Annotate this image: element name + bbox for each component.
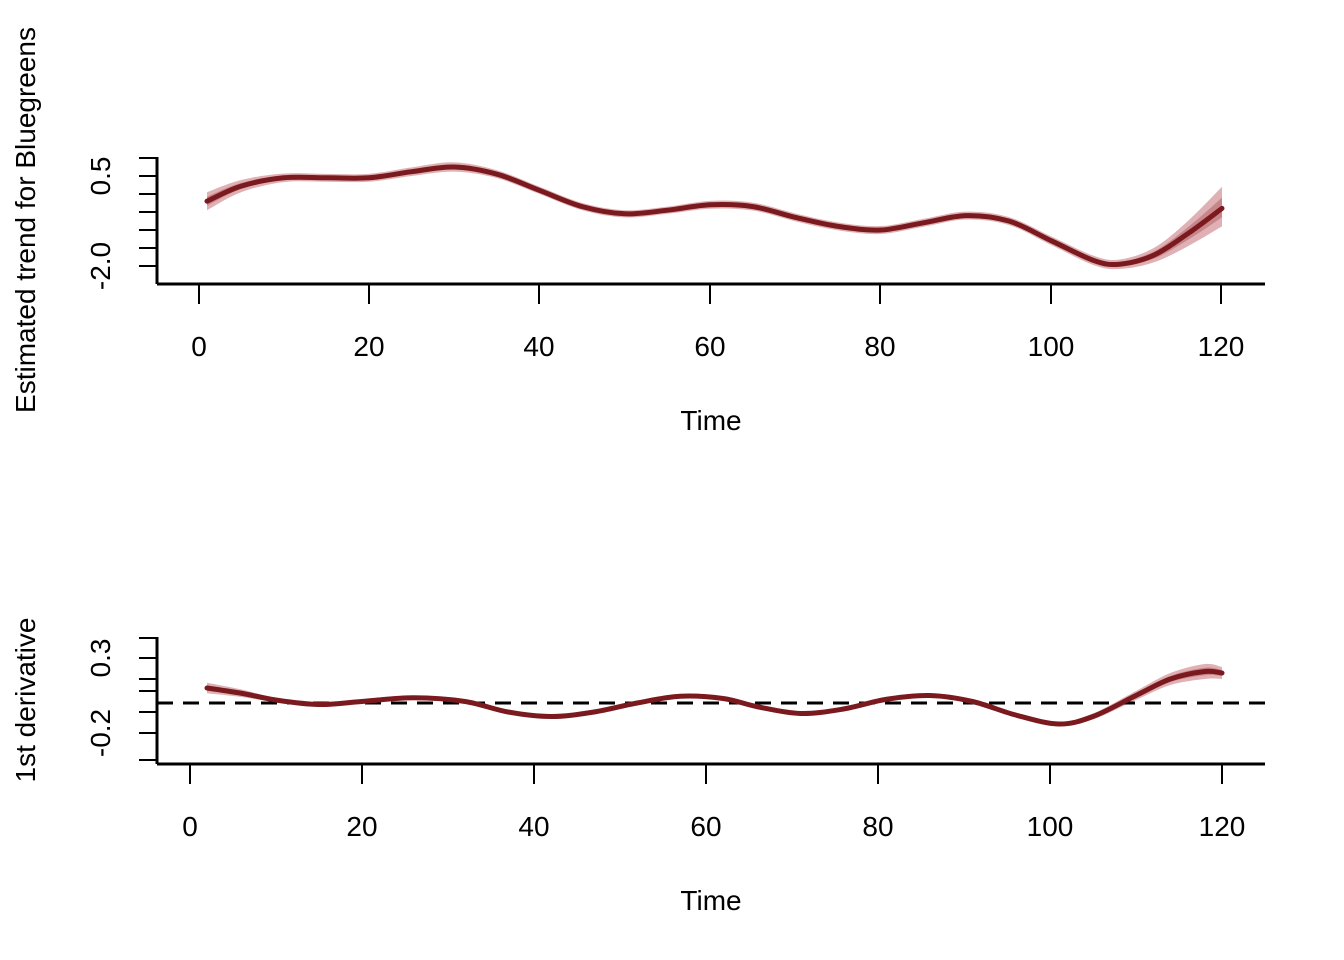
derivative-y-ticks: -0.2 0.3 — [85, 637, 157, 761]
x-tick-label: 80 — [862, 811, 893, 842]
x-tick-label: 60 — [690, 811, 721, 842]
trend-line-group — [204, 164, 1225, 268]
x-tick-label: 60 — [694, 331, 725, 362]
trend-x-axis-title: Time — [680, 405, 741, 436]
x-tick-label: 120 — [1199, 811, 1246, 842]
derivative-x-axis-title: Time — [680, 885, 741, 916]
x-tick-label: 120 — [1198, 331, 1245, 362]
trend-panel: 0 20 40 60 80 100 120 -2.0 0.5 Time Estimated t… — [10, 27, 1265, 436]
x-tick-label: 20 — [346, 811, 377, 842]
y-tick-label: 0.5 — [85, 157, 116, 196]
derivative-line-group — [204, 668, 1225, 727]
y-tick-label: -0.2 — [85, 709, 116, 757]
x-tick-label: 100 — [1028, 331, 1075, 362]
x-tick-label: 0 — [182, 811, 198, 842]
series-line — [204, 164, 1225, 268]
derivative-y-axis-title: 1st derivative — [10, 618, 41, 783]
x-tick-label: 40 — [523, 331, 554, 362]
derivative-panel: 0 20 40 60 80 100 120 -0.2 0.3 Time 1st derivat… — [10, 618, 1265, 916]
y-tick-label: 0.3 — [85, 639, 116, 678]
series-line — [204, 668, 1225, 727]
x-tick-label: 20 — [353, 331, 384, 362]
trend-y-ticks: -2.0 0.5 — [85, 157, 157, 290]
x-tick-label: 100 — [1027, 811, 1074, 842]
x-tick-label: 0 — [191, 331, 207, 362]
trend-x-ticks: 0 20 40 60 80 100 120 — [191, 284, 1244, 362]
x-tick-label: 40 — [518, 811, 549, 842]
trend-y-axis-title: Estimated trend for Bluegreens — [10, 27, 41, 413]
derivative-x-ticks: 0 20 40 60 80 100 120 — [182, 764, 1245, 842]
y-tick-label: -2.0 — [85, 242, 116, 290]
x-tick-label: 80 — [864, 331, 895, 362]
